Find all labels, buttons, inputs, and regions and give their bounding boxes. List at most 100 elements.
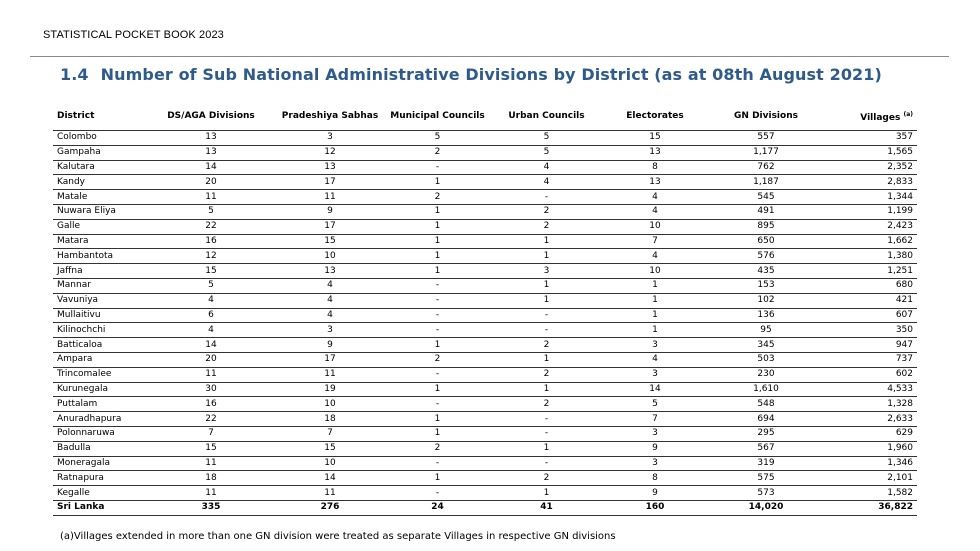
cell-pradeshiya-sabhas: 12 xyxy=(277,145,383,161)
cell-urban-councils: 4 xyxy=(492,174,601,191)
cell-electorates: 3 xyxy=(601,367,709,383)
cell-ds-aga-divisions: 14 xyxy=(145,160,277,176)
cell-ds-aga-divisions: 4 xyxy=(145,293,277,309)
cell-municipal-councils: 1 xyxy=(383,337,492,353)
cell-urban-councils: 5 xyxy=(492,130,601,146)
column-header-district: District xyxy=(53,102,145,131)
cell-electorates: 1 xyxy=(601,308,709,324)
cell-electorates: 3 xyxy=(601,456,709,472)
cell-gn-divisions: 650 xyxy=(709,234,823,250)
cell-ds-aga-divisions: 5 xyxy=(145,278,277,294)
table-row: Mullaitivu 6 4- -1 136 607 xyxy=(53,308,917,324)
cell-pradeshiya-sabhas: 10 xyxy=(277,456,383,472)
cell-electorates: 160 xyxy=(601,500,709,516)
cell-municipal-councils: 1 xyxy=(383,263,492,279)
cell-municipal-councils: 5 xyxy=(383,130,492,146)
cell-gn-divisions: 575 xyxy=(709,470,823,487)
cell-electorates: 4 xyxy=(601,189,709,205)
cell-municipal-councils: - xyxy=(383,160,492,176)
cell-municipal-councils: 2 xyxy=(383,441,492,457)
cell-ds-aga-divisions: 22 xyxy=(145,219,277,235)
cell-municipal-councils: 1 xyxy=(383,382,492,398)
cell-municipal-councils: - xyxy=(383,396,492,413)
cell-pradeshiya-sabhas: 3 xyxy=(277,322,383,339)
cell-electorates: 1 xyxy=(601,278,709,294)
cell-pradeshiya-sabhas: 13 xyxy=(277,160,383,176)
cell-ds-aga-divisions: 30 xyxy=(145,382,277,398)
cell-gn-divisions: 345 xyxy=(709,337,823,353)
table-header-row: District DS/AGA Divisions Pradeshiya Sab… xyxy=(53,102,917,131)
cell-gn-divisions: 576 xyxy=(709,248,823,265)
cell-district: Kurunegala xyxy=(53,382,145,398)
footnote: (a)Villages extended in more than one GN… xyxy=(60,531,616,542)
cell-municipal-councils: 1 xyxy=(383,234,492,250)
cell-urban-councils: 1 xyxy=(492,234,601,250)
cell-district: Jaffna xyxy=(53,263,145,279)
cell-district: Kegalle xyxy=(53,485,145,501)
cell-electorates: 1 xyxy=(601,322,709,339)
villages-header-label: Villages xyxy=(860,112,901,123)
column-header-pradeshiya-sabhas: Pradeshiya Sabhas xyxy=(277,102,383,131)
cell-urban-councils: 1 xyxy=(492,485,601,501)
cell-gn-divisions: 1,610 xyxy=(709,382,823,398)
cell-ds-aga-divisions: 16 xyxy=(145,396,277,413)
cell-gn-divisions: 230 xyxy=(709,367,823,383)
cell-ds-aga-divisions: 15 xyxy=(145,263,277,279)
cell-villages: 2,101 xyxy=(823,470,917,487)
cell-municipal-councils: 24 xyxy=(383,500,492,516)
cell-ds-aga-divisions: 5 xyxy=(145,204,277,220)
cell-gn-divisions: 102 xyxy=(709,293,823,309)
cell-pradeshiya-sabhas: 276 xyxy=(277,500,383,516)
cell-gn-divisions: 895 xyxy=(709,219,823,235)
cell-electorates: 4 xyxy=(601,248,709,265)
cell-district: Matale xyxy=(53,189,145,205)
table-row: Batticaloa 14 9 1 2 3 345 947 xyxy=(53,337,917,353)
cell-pradeshiya-sabhas: 10 xyxy=(277,248,383,265)
cell-electorates: 3 xyxy=(601,426,709,442)
section-number: 1.4 xyxy=(60,65,89,84)
cell-electorates: 9 xyxy=(601,441,709,457)
cell-urban-councils: 1 xyxy=(492,382,601,398)
table-row: Kalutara 14 13-4 8 762 2,352 xyxy=(53,160,917,176)
cell-district: Ampara xyxy=(53,352,145,368)
cell-urban-councils: - xyxy=(492,308,601,324)
cell-gn-divisions: 1,177 xyxy=(709,145,823,161)
cell-electorates: 4 xyxy=(601,204,709,220)
table-row: Hambantota 12 10 1 1 4 576 1,380 xyxy=(53,248,917,265)
cell-urban-councils: 2 xyxy=(492,337,601,353)
cell-gn-divisions: 491 xyxy=(709,204,823,220)
table-row: Mannar 5 4-1 1 153 680 xyxy=(53,278,917,294)
cell-villages: 602 xyxy=(823,367,917,383)
table-row: Kilinochchi 4 3- -1 95 350 xyxy=(53,322,917,339)
cell-ds-aga-divisions: 13 xyxy=(145,130,277,146)
cell-district: Kalutara xyxy=(53,160,145,176)
cell-urban-councils: 1 xyxy=(492,441,601,457)
cell-gn-divisions: 762 xyxy=(709,160,823,176)
cell-gn-divisions: 153 xyxy=(709,278,823,294)
cell-pradeshiya-sabhas: 10 xyxy=(277,396,383,413)
cell-urban-councils: 1 xyxy=(492,248,601,265)
cell-ds-aga-divisions: 20 xyxy=(145,174,277,191)
cell-district: Trincomalee xyxy=(53,367,145,383)
column-header-municipal-councils: Municipal Councils xyxy=(383,102,492,131)
cell-electorates: 10 xyxy=(601,263,709,279)
cell-urban-councils: 41 xyxy=(492,500,601,516)
table-row: Vavuniya 4 4-1 1 102 421 xyxy=(53,293,917,309)
cell-gn-divisions: 694 xyxy=(709,411,823,427)
cell-urban-councils: - xyxy=(492,411,601,427)
cell-urban-councils: - xyxy=(492,189,601,205)
cell-district: Kandy xyxy=(53,174,145,191)
table-row: Galle 22 17 1 2 10 895 2,423 xyxy=(53,219,917,235)
cell-ds-aga-divisions: 18 xyxy=(145,470,277,487)
cell-urban-councils: 2 xyxy=(492,204,601,220)
table-body: Colombo 13 3 5 5 15 557 357 Gampaha 13 12 2 5 13 1,177… xyxy=(53,130,917,516)
cell-villages: 350 xyxy=(823,322,917,339)
cell-ds-aga-divisions: 15 xyxy=(145,441,277,457)
table-row: Polonnaruwa 7 7 1-3 295 629 xyxy=(53,426,917,442)
table-row: Badulla 15 15 2 1 9 567 1,960 xyxy=(53,441,917,457)
cell-villages: 36,822 xyxy=(823,500,917,516)
cell-urban-councils: 1 xyxy=(492,293,601,309)
cell-municipal-councils: 1 xyxy=(383,174,492,191)
cell-electorates: 7 xyxy=(601,411,709,427)
cell-urban-councils: 1 xyxy=(492,278,601,294)
